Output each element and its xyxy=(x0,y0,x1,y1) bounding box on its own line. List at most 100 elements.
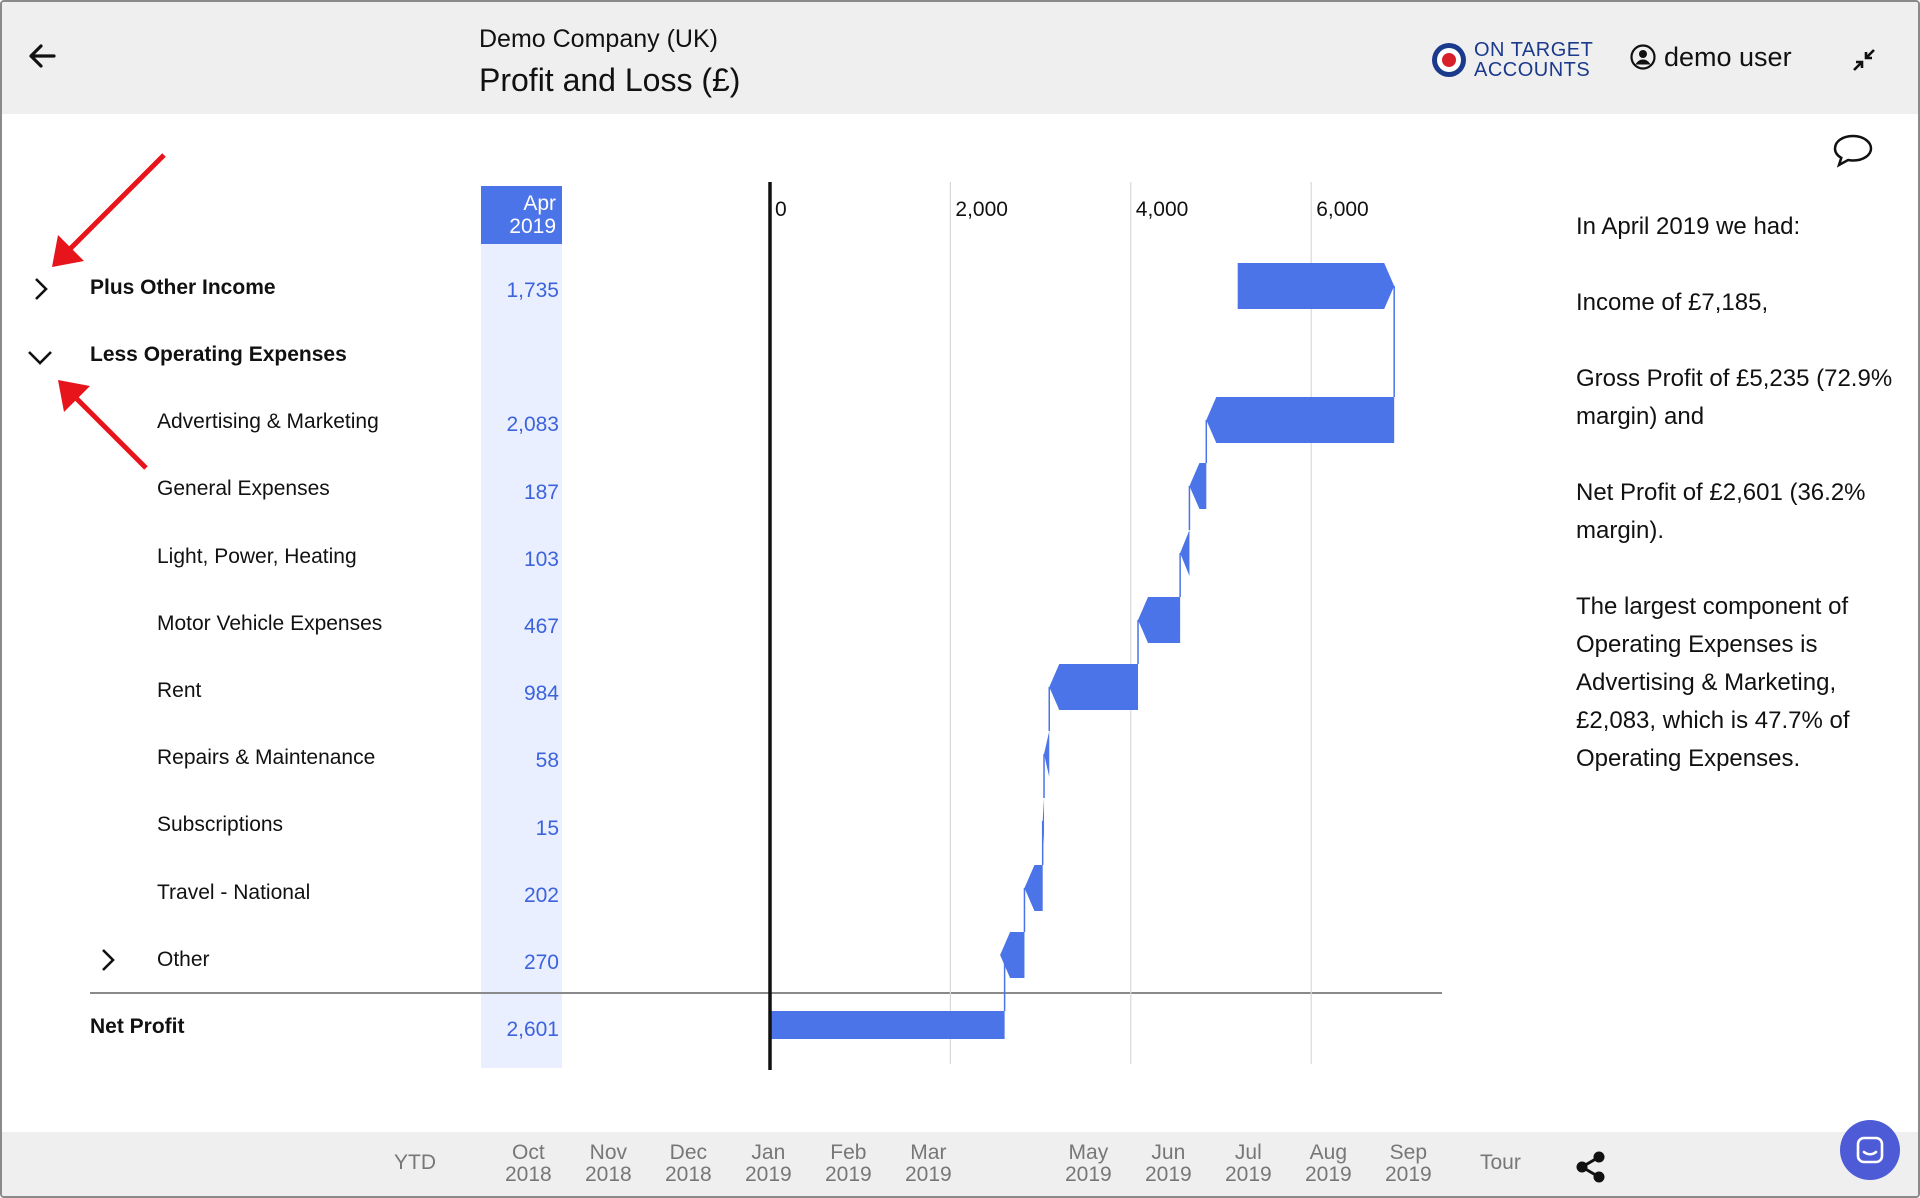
nav-month-jan[interactable]: Jan 2019 xyxy=(745,1142,792,1186)
nav-month-sep[interactable]: Sep 2019 xyxy=(1385,1142,1432,1186)
waterfall-chart: 0 2,000 4,000 6,000 xyxy=(768,182,1395,1070)
waterfall-bar xyxy=(1189,463,1207,509)
nav-month-label: Aug xyxy=(1309,1141,1348,1164)
user-name: demo user xyxy=(1664,42,1792,72)
nav-month-label: Nov xyxy=(589,1141,628,1164)
nav-year-label: 2019 xyxy=(1065,1163,1112,1186)
waterfall-bar xyxy=(1206,397,1395,443)
nav-month-label: Oct xyxy=(512,1141,545,1164)
collapse-chevron-icon[interactable] xyxy=(26,343,54,371)
row-value-net-profit[interactable]: 2,601 xyxy=(506,1018,559,1041)
waterfall-bar xyxy=(1049,664,1139,710)
narrative-largest-component: The largest component of Operating Expen… xyxy=(1576,593,1850,772)
roundel-icon xyxy=(1432,43,1466,77)
row-label-other: Other xyxy=(157,948,210,971)
nav-month-feb[interactable]: Feb 2019 xyxy=(825,1142,872,1186)
page-title: Profit and Loss (£) xyxy=(479,62,741,98)
tick-label: 4,000 xyxy=(1136,198,1189,221)
waterfall-bar xyxy=(1024,865,1043,911)
period-header[interactable]: Apr 2019 xyxy=(481,186,562,244)
row-label-advertising: Advertising & Marketing xyxy=(157,410,379,433)
narrative-income: Income of £7,185, xyxy=(1576,289,1769,316)
row-value-repairs[interactable]: 58 xyxy=(535,749,559,772)
brand-text-line2: ACCOUNTS xyxy=(1474,59,1591,81)
narrative-net-profit: Net Profit of £2,601 (36.2% margin). xyxy=(1576,479,1866,544)
user-menu[interactable]: demo user xyxy=(1630,42,1792,73)
nav-year-label: 2019 xyxy=(1145,1163,1192,1186)
row-label-motor-vehicle: Motor Vehicle Expenses xyxy=(157,612,383,635)
annotation-arrow-icon xyxy=(58,380,148,470)
waterfall-bar xyxy=(1044,731,1050,777)
nav-month-label: Feb xyxy=(830,1141,867,1164)
row-value-advertising[interactable]: 2,083 xyxy=(506,413,559,436)
tick-label: 2,000 xyxy=(955,198,1008,221)
row-value-light-power[interactable]: 103 xyxy=(523,548,559,571)
comment-icon[interactable] xyxy=(1832,132,1874,168)
annotation-arrow-icon xyxy=(52,153,166,267)
company-name: Demo Company (UK) xyxy=(479,25,718,53)
waterfall-bar xyxy=(1138,597,1181,643)
collapse-fullscreen-icon[interactable] xyxy=(1850,46,1878,74)
row-value-rent[interactable]: 984 xyxy=(523,682,559,705)
waterfall-bar xyxy=(1000,932,1025,978)
nav-year-label: 2019 xyxy=(1225,1163,1272,1186)
nav-ytd[interactable]: YTD xyxy=(394,1151,436,1174)
row-label-light-power: Light, Power, Heating xyxy=(157,545,357,568)
narrative-panel: In April 2019 we had: Income of £7,185, … xyxy=(1576,208,1906,816)
tick-label: 6,000 xyxy=(1316,198,1369,221)
nav-month-may[interactable]: May 2019 xyxy=(1065,1142,1112,1186)
nav-month-label: Jan xyxy=(751,1141,786,1164)
nav-month-jun[interactable]: Jun 2019 xyxy=(1145,1142,1192,1186)
share-icon[interactable] xyxy=(1574,1150,1608,1184)
row-label-operating-expenses: Less Operating Expenses xyxy=(90,343,347,366)
nav-month-dec[interactable]: Dec 2018 xyxy=(665,1142,712,1186)
user-avatar-icon xyxy=(1630,44,1656,70)
nav-year-label: 2019 xyxy=(745,1163,792,1186)
nav-month-label: Sep xyxy=(1389,1141,1428,1164)
row-label-general-expenses: General Expenses xyxy=(157,477,330,500)
row-label-subscriptions: Subscriptions xyxy=(157,813,284,836)
nav-month-label: Mar xyxy=(910,1141,947,1164)
period-year: 2019 xyxy=(509,215,556,238)
nav-year-label: 2019 xyxy=(1305,1163,1352,1186)
expand-chevron-icon[interactable] xyxy=(26,275,54,303)
chat-icon xyxy=(1856,1136,1884,1164)
waterfall-bar xyxy=(770,1011,1005,1039)
row-label-rent: Rent xyxy=(157,679,202,702)
row-label-other-income: Plus Other Income xyxy=(90,276,276,299)
tick-label: 0 xyxy=(775,198,787,221)
waterfall-bar xyxy=(1180,530,1190,576)
nav-month-nov[interactable]: Nov 2018 xyxy=(585,1142,632,1186)
brand-text-line1: ON TARGET xyxy=(1474,39,1594,61)
row-label-repairs: Repairs & Maintenance xyxy=(157,746,376,769)
row-value-other[interactable]: 270 xyxy=(523,951,559,974)
expand-other-chevron-icon[interactable] xyxy=(93,946,121,974)
nav-month-mar[interactable]: Mar 2019 xyxy=(905,1142,952,1186)
back-arrow-icon[interactable] xyxy=(24,38,60,74)
row-label-net-profit: Net Profit xyxy=(90,1015,185,1038)
waterfall-bar xyxy=(1237,263,1395,309)
narrative-gross-profit: Gross Profit of £5,235 (72.9% margin) an… xyxy=(1576,365,1893,430)
nav-month-oct[interactable]: Oct 2018 xyxy=(505,1142,552,1186)
row-value-general-expenses[interactable]: 187 xyxy=(523,481,559,504)
period-column-highlight xyxy=(481,186,562,1068)
nav-tour[interactable]: Tour xyxy=(1480,1151,1521,1174)
chat-launcher-button[interactable] xyxy=(1840,1120,1900,1180)
nav-year-label: 2018 xyxy=(585,1163,632,1186)
net-profit-divider xyxy=(90,992,1442,994)
nav-year-label: 2019 xyxy=(825,1163,872,1186)
row-value-travel[interactable]: 202 xyxy=(523,884,559,907)
nav-month-aug[interactable]: Aug 2019 xyxy=(1305,1142,1352,1186)
nav-month-label: Jun xyxy=(1151,1141,1186,1164)
period-navigation-bar xyxy=(2,1132,1918,1196)
row-value-other-income[interactable]: 1,735 xyxy=(506,279,559,302)
nav-year-label: 2018 xyxy=(665,1163,712,1186)
nav-month-label: May xyxy=(1068,1141,1109,1164)
header-bar: Demo Company (UK) Profit and Loss (£) ON… xyxy=(2,2,1918,114)
nav-month-label: Dec xyxy=(669,1141,708,1164)
nav-year-label: 2018 xyxy=(505,1163,552,1186)
nav-month-jul[interactable]: Jul 2019 xyxy=(1225,1142,1272,1186)
row-value-subscriptions[interactable]: 15 xyxy=(535,817,559,840)
row-value-motor-vehicle[interactable]: 467 xyxy=(523,615,559,638)
